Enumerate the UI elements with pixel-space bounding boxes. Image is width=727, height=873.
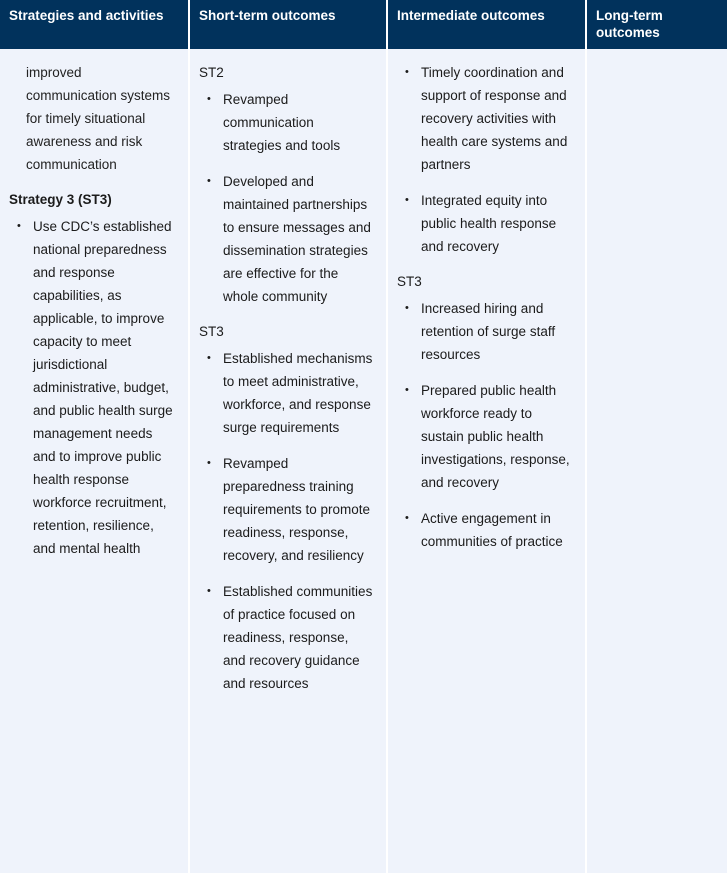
list-item: • Increased hiring and retention of surg… — [397, 297, 573, 366]
body-divider-2 — [386, 49, 388, 873]
header-divider-3 — [585, 0, 587, 49]
list-item: • Established communities of practice fo… — [199, 580, 374, 695]
header-divider-2 — [386, 0, 388, 49]
header-cell-intermediate-outcomes: Intermediate outcomes — [388, 0, 585, 49]
bullet-icon: • — [405, 66, 409, 78]
list-item-text: Prepared public health workforce ready t… — [421, 383, 570, 490]
continuation-paragraph: improved communication systems for timel… — [26, 65, 171, 172]
header-label-intermediate-outcomes: Intermediate outcomes — [397, 8, 545, 23]
bullet-icon: • — [405, 512, 409, 524]
list-item: • Use CDC’s established national prepare… — [9, 215, 176, 560]
header-label-long-term-outcomes: Long-term outcomes — [596, 8, 663, 40]
body-cell-long-term-outcomes — [587, 49, 727, 873]
list-item: • Developed and maintained partnerships … — [199, 170, 374, 308]
bullet-icon: • — [405, 302, 409, 314]
group-label-st3: ST3 — [199, 324, 224, 339]
bullet-icon: • — [207, 585, 211, 597]
bullet-icon: • — [17, 220, 21, 232]
list-item-text: Active engagement in communities of prac… — [421, 511, 563, 549]
list-item: • Prepared public health workforce ready… — [397, 379, 573, 494]
list-item: • Established mechanisms to meet adminis… — [199, 347, 374, 439]
header-label-short-term-outcomes: Short-term outcomes — [199, 8, 336, 23]
bullet-icon: • — [405, 194, 409, 206]
list-item: • Integrated equity into public health r… — [397, 189, 573, 258]
bullet-list-st3-intermediate: • Increased hiring and retention of surg… — [397, 297, 573, 553]
header-label-strategies-activities: Strategies and activities — [9, 8, 164, 23]
header-cell-long-term-outcomes: Long-term outcomes — [587, 0, 727, 49]
body-cell-short-term-outcomes: ST2 • Revamped communication strategies … — [190, 49, 386, 873]
list-item-text: Revamped preparedness training requireme… — [223, 456, 371, 563]
header-cell-short-term-outcomes: Short-term outcomes — [190, 0, 386, 49]
list-item-text: Increased hiring and retention of surge … — [421, 301, 556, 362]
bullet-list-st3-short-term: • Established mechanisms to meet adminis… — [199, 347, 374, 695]
bullet-list-st2-short-term: • Revamped communication strategies and … — [199, 88, 374, 308]
list-item-text: Integrated equity into public health res… — [421, 193, 557, 254]
list-item-text: Use CDC’s established national preparedn… — [33, 219, 173, 556]
table-header-row: Strategies and activities Short-term out… — [0, 0, 727, 49]
list-item-text: Revamped communication strategies and to… — [223, 92, 341, 153]
list-item-text: Established mechanisms to meet administr… — [223, 351, 373, 435]
group-label-st3-intermediate: ST3 — [397, 274, 422, 289]
list-item-text: Developed and maintained partnerships to… — [223, 174, 371, 304]
body-cell-strategies-activities: improved communication systems for timel… — [0, 49, 188, 873]
bullet-icon: • — [207, 175, 211, 187]
list-item: • Active engagement in communities of pr… — [397, 507, 573, 553]
body-divider-3 — [585, 49, 587, 873]
list-item: • Timely coordination and support of res… — [397, 61, 573, 176]
bullet-list-strategy-3: • Use CDC’s established national prepare… — [9, 215, 176, 560]
bullet-icon: • — [207, 352, 211, 364]
body-cell-intermediate-outcomes: • Timely coordination and support of res… — [388, 49, 585, 873]
list-item-text: Timely coordination and support of respo… — [421, 65, 568, 172]
bullet-icon: • — [207, 93, 211, 105]
bullet-icon: • — [405, 384, 409, 396]
body-divider-1 — [188, 49, 190, 873]
header-divider-1 — [188, 0, 190, 49]
bullet-icon: • — [207, 457, 211, 469]
table-body-row: improved communication systems for timel… — [0, 49, 727, 873]
header-cell-strategies-activities: Strategies and activities — [0, 0, 188, 49]
list-item-text: Established communities of practice focu… — [223, 584, 373, 691]
list-item: • Revamped preparedness training require… — [199, 452, 374, 567]
list-item: • Revamped communication strategies and … — [199, 88, 374, 157]
group-label-st2: ST2 — [199, 65, 224, 80]
bullet-list-intermediate-continued: • Timely coordination and support of res… — [397, 61, 573, 258]
group-label-strategy-3: Strategy 3 (ST3) — [9, 192, 112, 207]
